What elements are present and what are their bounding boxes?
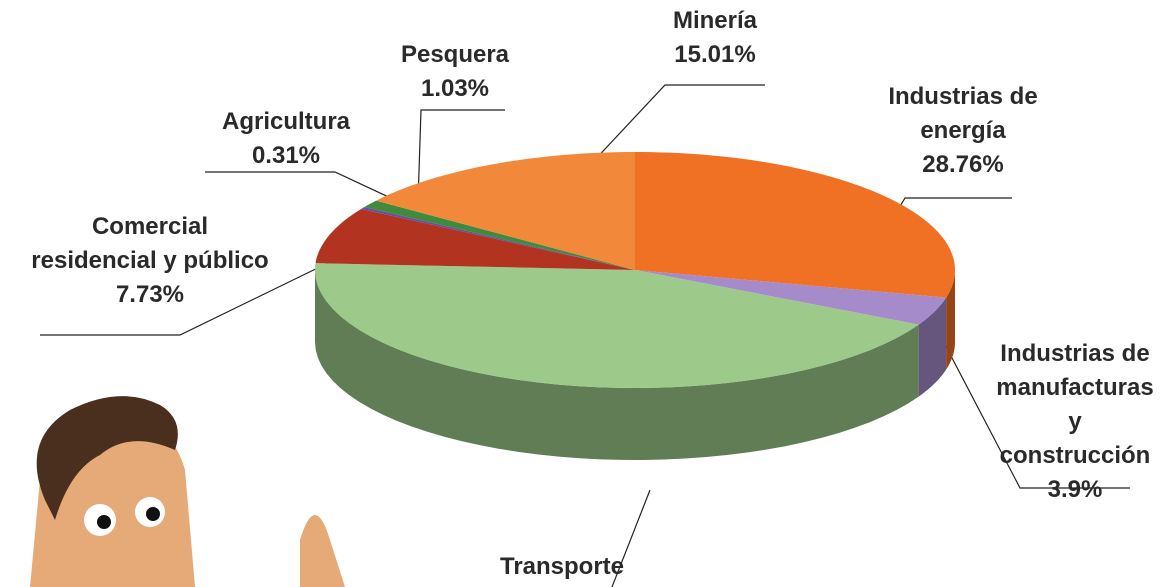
pupil [146, 507, 160, 521]
category: Minería [673, 4, 757, 38]
page: Minería15.01% Industrias de energía28.76… [0, 0, 1170, 587]
category: Industrias de manufacturas y construcció… [996, 337, 1153, 473]
pupil [97, 515, 111, 529]
value-label: 1.03% [401, 72, 509, 106]
value-label: 28.76% [888, 148, 1037, 182]
cartoon-man [30, 396, 345, 587]
value-label: 15.01% [673, 38, 757, 72]
category: Comercial residencial y público [31, 210, 268, 278]
category: Industrias de energía [888, 80, 1037, 148]
category: Agricultura [222, 105, 350, 139]
value-label: 0.31% [222, 139, 350, 173]
category: Pesquera [401, 38, 509, 72]
slice-label: Transporte [500, 550, 624, 584]
category: Transporte [500, 550, 624, 584]
finger [300, 515, 345, 587]
pie [315, 152, 955, 460]
value-label: 7.73% [31, 278, 268, 312]
slice-label: Industrias de manufacturas y construcció… [996, 337, 1153, 507]
value-label: 3.9% [996, 473, 1153, 507]
